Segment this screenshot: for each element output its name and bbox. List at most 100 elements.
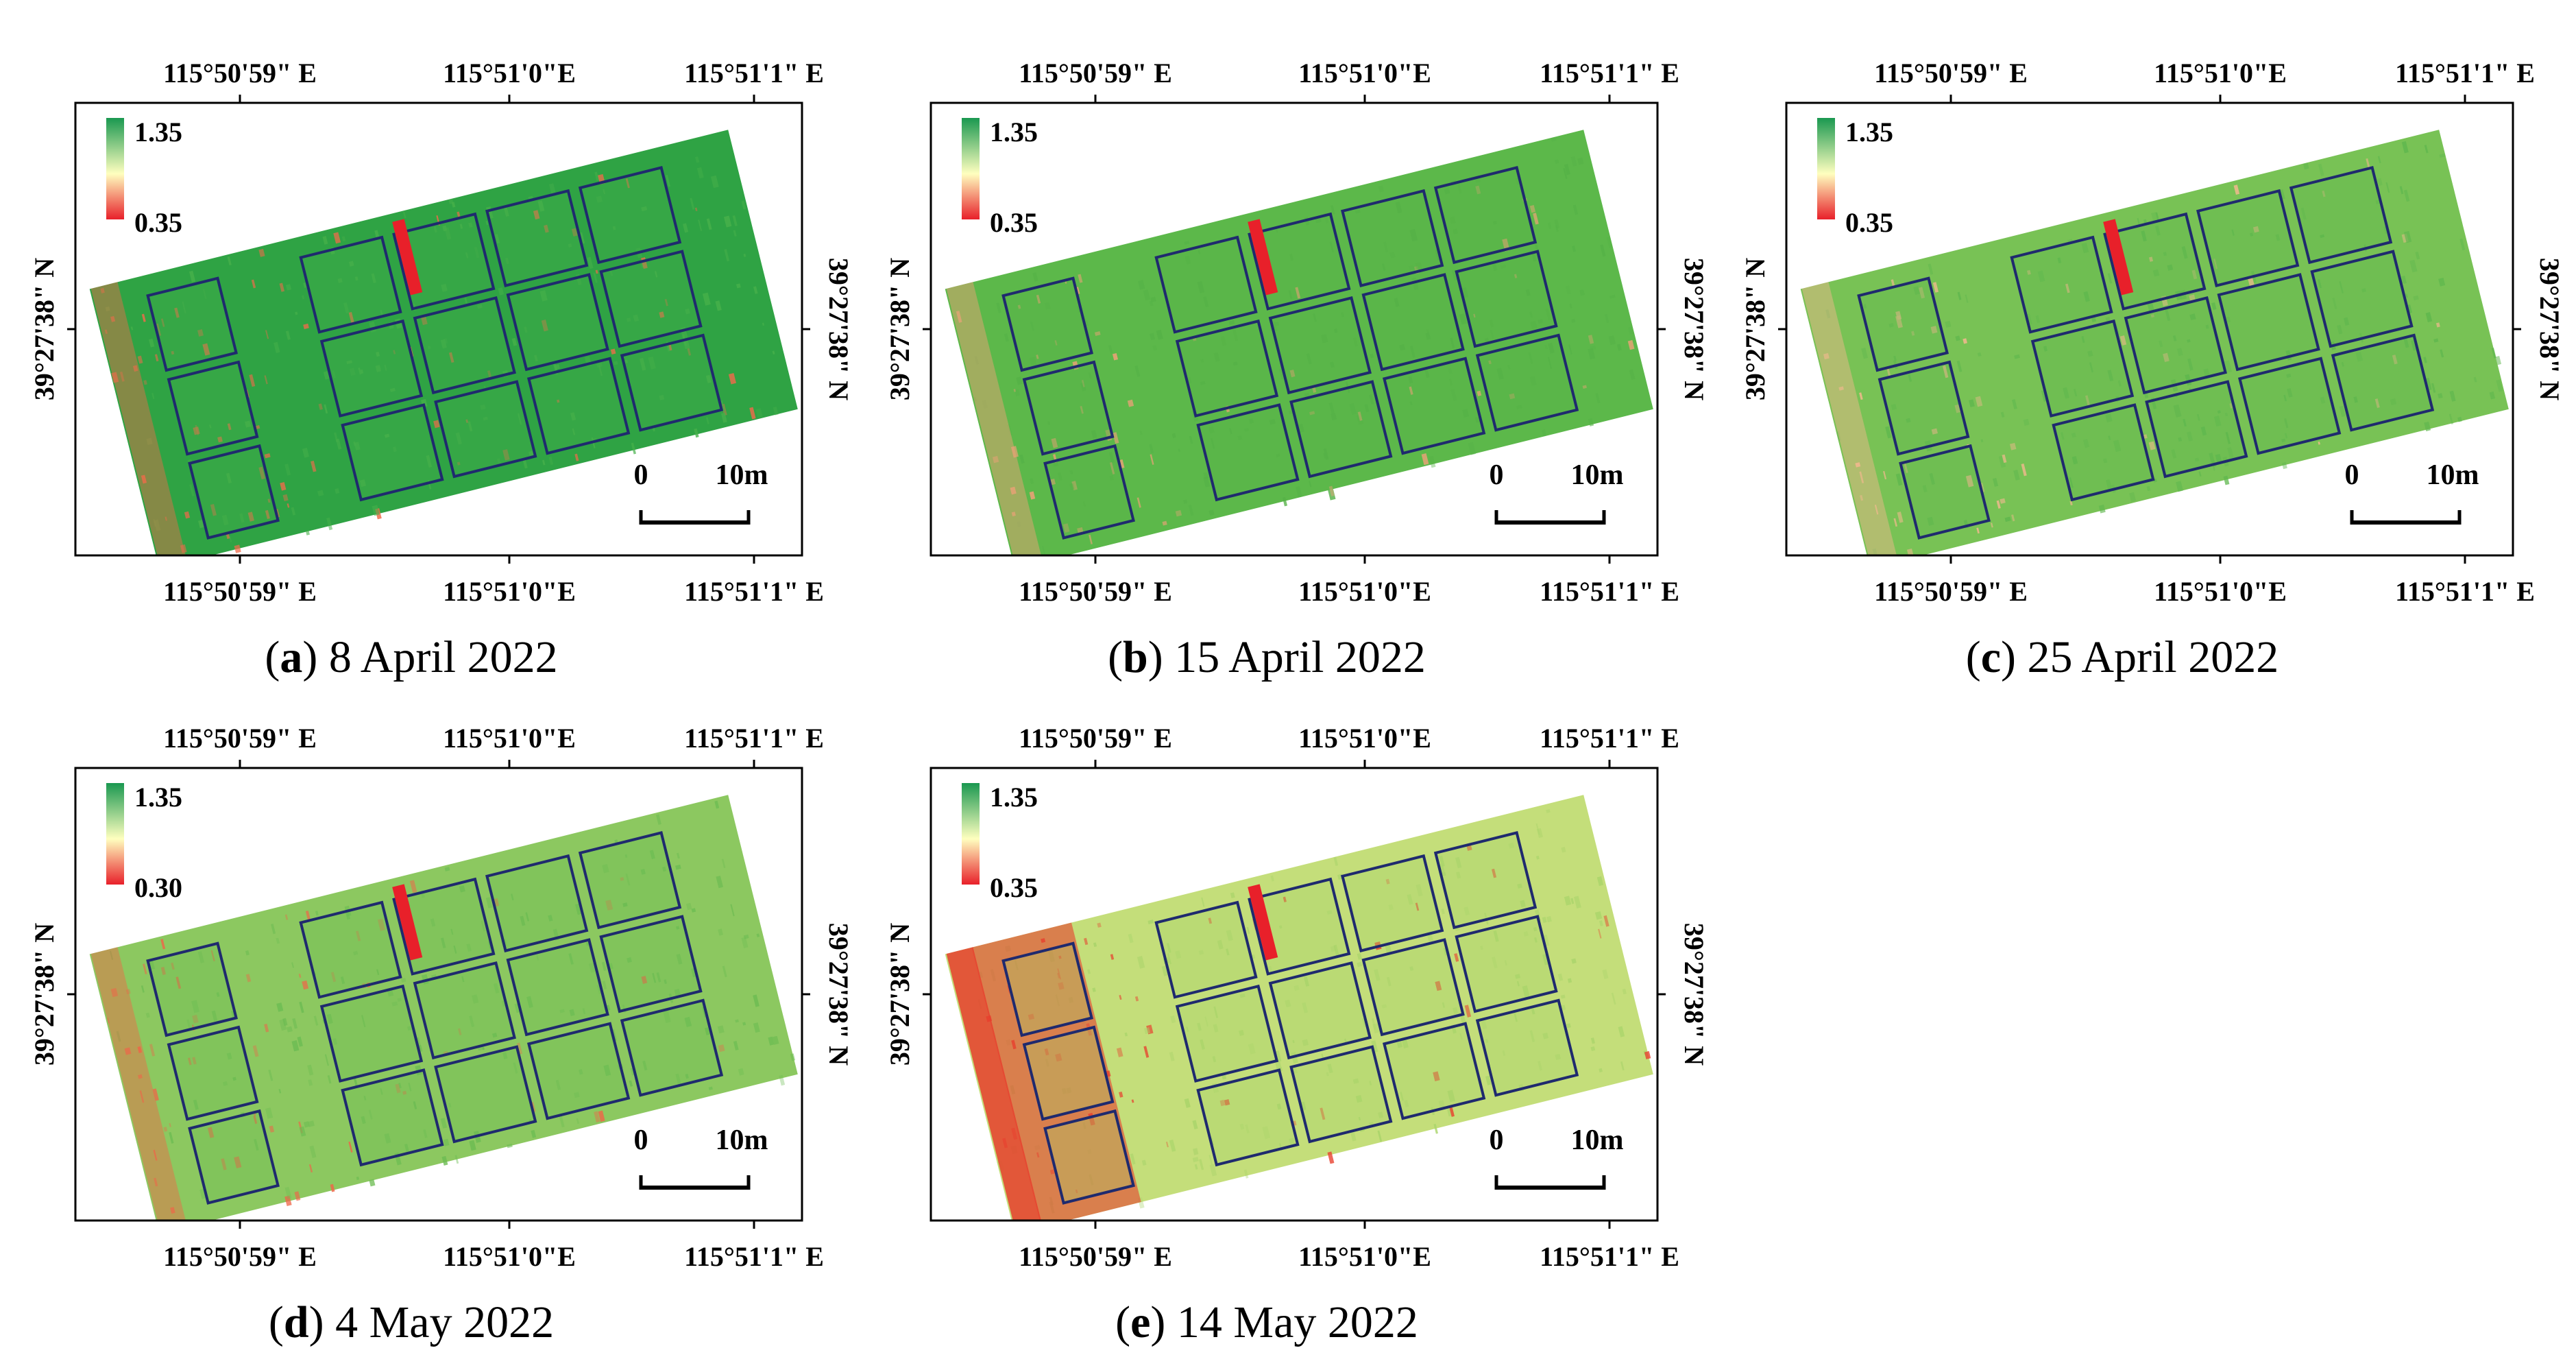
texture-speck bbox=[1049, 479, 1056, 485]
plot-grid bbox=[578, 166, 682, 265]
texture-speck bbox=[974, 356, 979, 365]
texture-speck bbox=[2061, 432, 2065, 440]
texture-speck bbox=[318, 403, 323, 410]
texture-speck bbox=[1170, 1015, 1176, 1024]
texture-speck bbox=[1282, 496, 1288, 507]
texture-speck bbox=[480, 404, 486, 410]
texture-speck bbox=[528, 450, 535, 456]
texture-speck bbox=[1542, 917, 1547, 924]
texture-speck bbox=[724, 249, 730, 262]
lat-label-left: 39°27'38" N bbox=[884, 923, 915, 1066]
texture-speck bbox=[457, 461, 461, 466]
lon-label-top: 115°51'1" E bbox=[684, 58, 824, 88]
lat-label-right: 39°27'38" N bbox=[823, 923, 854, 1066]
lon-label-bottom: 115°50'59" E bbox=[163, 1241, 317, 1272]
texture-speck bbox=[1113, 432, 1119, 444]
texture-speck bbox=[633, 314, 640, 322]
texture-speck bbox=[151, 392, 155, 400]
plot-grid bbox=[1154, 900, 1258, 999]
plot-grid bbox=[485, 854, 589, 952]
texture-speck bbox=[1453, 1007, 1459, 1015]
texture-speck bbox=[1453, 228, 1458, 235]
map-frame bbox=[74, 101, 803, 557]
texture-speck bbox=[2213, 466, 2215, 471]
texture-speck bbox=[1289, 254, 1294, 261]
texture-speck bbox=[2098, 504, 2106, 514]
texture-speck bbox=[1891, 279, 1895, 287]
texture-speck bbox=[276, 1002, 284, 1012]
scale-start: 0 bbox=[634, 1125, 648, 1156]
texture-speck bbox=[1538, 319, 1543, 324]
texture-speck bbox=[1200, 1039, 1205, 1050]
plot-grid bbox=[413, 296, 516, 395]
texture-speck bbox=[2317, 278, 2322, 289]
texture-speck bbox=[264, 1023, 269, 1033]
texture-speck bbox=[1588, 418, 1594, 426]
texture-speck bbox=[2322, 190, 2326, 197]
texture-speck bbox=[1554, 219, 1560, 229]
texture-speck bbox=[1932, 282, 1939, 293]
texture-speck bbox=[1977, 352, 1982, 357]
texture-speck bbox=[468, 222, 473, 228]
texture-speck bbox=[483, 416, 488, 421]
texture-speck bbox=[1071, 481, 1078, 490]
texture-speck bbox=[690, 197, 695, 210]
texture-speck bbox=[1022, 1221, 1025, 1227]
texture-speck bbox=[2185, 374, 2192, 386]
legend-min: 0.35 bbox=[1845, 207, 1893, 238]
texture-speck bbox=[305, 530, 310, 536]
texture-speck bbox=[2226, 316, 2231, 323]
texture-speck bbox=[345, 911, 351, 920]
texture-speck bbox=[1330, 361, 1335, 368]
texture-speck bbox=[2489, 391, 2496, 400]
texture-speck bbox=[193, 1099, 199, 1110]
texture-speck bbox=[1509, 393, 1516, 400]
texture-speck bbox=[1189, 435, 1193, 444]
texture-speck bbox=[1134, 996, 1139, 1002]
texture-speck bbox=[1388, 904, 1394, 911]
texture-speck bbox=[443, 1138, 450, 1146]
lon-label-bottom: 115°51'1" E bbox=[684, 576, 824, 607]
texture-speck bbox=[192, 1014, 199, 1024]
texture-speck bbox=[1352, 1078, 1359, 1084]
texture-speck bbox=[245, 974, 252, 983]
texture-speck bbox=[2318, 441, 2320, 445]
texture-speck bbox=[1409, 401, 1413, 405]
texture-speck bbox=[1395, 201, 1402, 214]
texture-speck bbox=[1361, 1018, 1367, 1027]
texture-speck bbox=[1042, 546, 1046, 555]
texture-speck bbox=[442, 225, 448, 232]
texture-speck bbox=[1891, 562, 1896, 567]
texture-speck bbox=[1616, 344, 1622, 351]
texture-speck bbox=[505, 257, 509, 265]
panel-date: 8 April 2022 bbox=[329, 632, 558, 682]
texture-speck bbox=[1555, 1053, 1562, 1060]
texture-speck bbox=[444, 867, 450, 872]
plot-left bbox=[1878, 360, 1970, 456]
texture-speck bbox=[455, 432, 462, 445]
texture-speck bbox=[2176, 348, 2183, 357]
texture-speck bbox=[1262, 1126, 1271, 1140]
texture-speck bbox=[1270, 875, 1274, 882]
texture-speck bbox=[2431, 383, 2436, 393]
texture-speck bbox=[210, 503, 217, 516]
texture-speck bbox=[694, 207, 698, 212]
texture-speck bbox=[708, 1086, 713, 1090]
texture-speck bbox=[1517, 883, 1522, 889]
panel-d: 115°50'59" E 115°51'0"E 115°51'1" E 115°50'… bbox=[29, 723, 854, 1347]
panel-caption: (a) 8 April 2022 bbox=[265, 632, 557, 682]
texture-speck bbox=[1893, 518, 1898, 527]
texture-speck bbox=[1166, 943, 1171, 953]
texture-speck bbox=[1192, 1120, 1198, 1130]
texture-speck bbox=[326, 1013, 333, 1024]
texture-speck bbox=[356, 1176, 360, 1181]
texture-speck bbox=[156, 323, 162, 336]
texture-speck bbox=[1248, 418, 1254, 424]
texture-speck bbox=[718, 928, 724, 936]
texture-speck bbox=[1326, 910, 1333, 915]
texture-speck bbox=[380, 309, 383, 315]
texture-speck bbox=[544, 224, 549, 233]
texture-speck bbox=[613, 361, 618, 365]
texture-speck bbox=[265, 330, 269, 339]
texture-speck bbox=[1644, 1050, 1651, 1059]
